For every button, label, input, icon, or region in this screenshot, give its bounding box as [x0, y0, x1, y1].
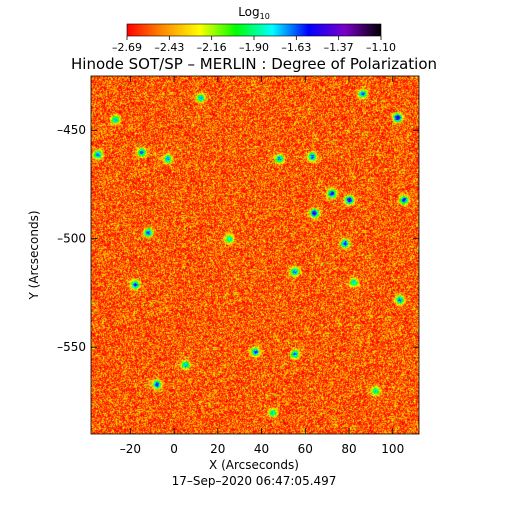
x-tick-label: 20 — [210, 442, 225, 456]
colorbar-tick-label: –2.43 — [154, 41, 184, 54]
y-axis: –450 –500 –550 — [57, 123, 419, 354]
x-tick-label: –20 — [120, 442, 141, 456]
colorbar-gradient — [126, 23, 382, 37]
x-tick-label: 60 — [298, 442, 313, 456]
x-tick-label: 40 — [254, 442, 269, 456]
x-axis: –20 0 20 40 60 80 100 — [120, 76, 404, 456]
y-tick-label: –550 — [57, 340, 86, 354]
heatmap-image — [91, 76, 419, 434]
plot-frame — [90, 75, 420, 435]
colorbar-tick-label: –2.16 — [197, 41, 227, 54]
y-tick-label: –450 — [57, 123, 86, 137]
colorbar: Log10 –2.69 –2.43 –2.16 –1.90 –1.63 –1.37 –1.1… — [112, 5, 396, 54]
colorbar-tick-label: –2.69 — [112, 41, 142, 54]
colorbar-ticks: –2.69 –2.43 –2.16 –1.90 –1.63 –1.37 –1.10 — [112, 36, 396, 54]
x-tick-label: 100 — [381, 442, 404, 456]
colorbar-tick-label: –1.37 — [324, 41, 354, 54]
colorbar-label: Log10 — [238, 5, 270, 21]
timestamp: 17–Sep–2020 06:47:05.497 — [172, 474, 337, 488]
colorbar-tick-label: –1.10 — [366, 41, 396, 54]
x-tick-label: 0 — [170, 442, 178, 456]
colorbar-tick-label: –1.90 — [239, 41, 269, 54]
y-axis-label: Y (Arcseconds) — [27, 210, 41, 300]
chart-title: Hinode SOT/SP – MERLIN : Degree of Polar… — [71, 55, 437, 73]
x-tick-label: 80 — [341, 442, 356, 456]
y-tick-label: –500 — [57, 232, 86, 246]
colorbar-tick-label: –1.63 — [281, 41, 311, 54]
x-axis-label: X (Arcseconds) — [209, 458, 299, 472]
